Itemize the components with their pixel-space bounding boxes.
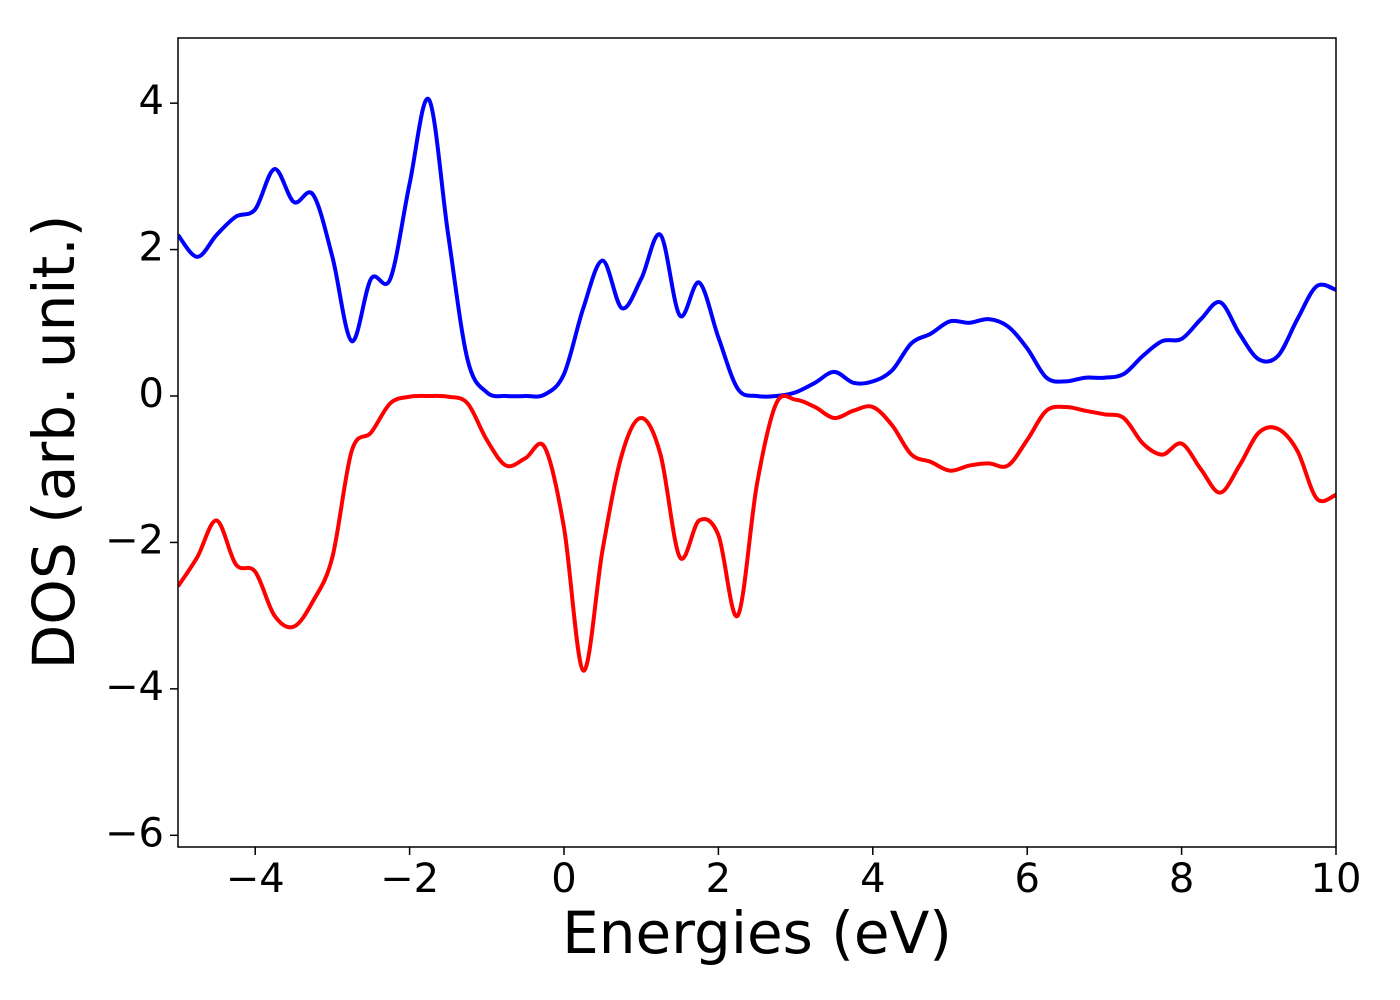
x-axis-label: Energies (eV) xyxy=(562,899,952,967)
data-line xyxy=(178,96,1336,399)
y-tick-label: 0 xyxy=(139,371,164,417)
plot-frame xyxy=(177,37,1337,848)
data-line xyxy=(178,393,1336,673)
x-tick-label: 0 xyxy=(551,856,576,902)
y-tick-label: −6 xyxy=(105,810,164,856)
x-tick-label: 2 xyxy=(706,856,731,902)
y-tick-label: 4 xyxy=(139,78,164,124)
x-tick-label: 10 xyxy=(1311,856,1362,902)
x-tick-label: 4 xyxy=(860,856,885,902)
y-tick-label: −4 xyxy=(105,664,164,710)
y-axis-label: DOS (arb. unit.) xyxy=(20,215,88,670)
x-tick-label: 8 xyxy=(1169,856,1194,902)
x-tick-label: −2 xyxy=(380,856,439,902)
y-tick-label: 2 xyxy=(139,225,164,271)
x-tick-label: 6 xyxy=(1014,856,1039,902)
x-tick-label: −4 xyxy=(226,856,285,902)
y-tick-label: −2 xyxy=(105,517,164,563)
